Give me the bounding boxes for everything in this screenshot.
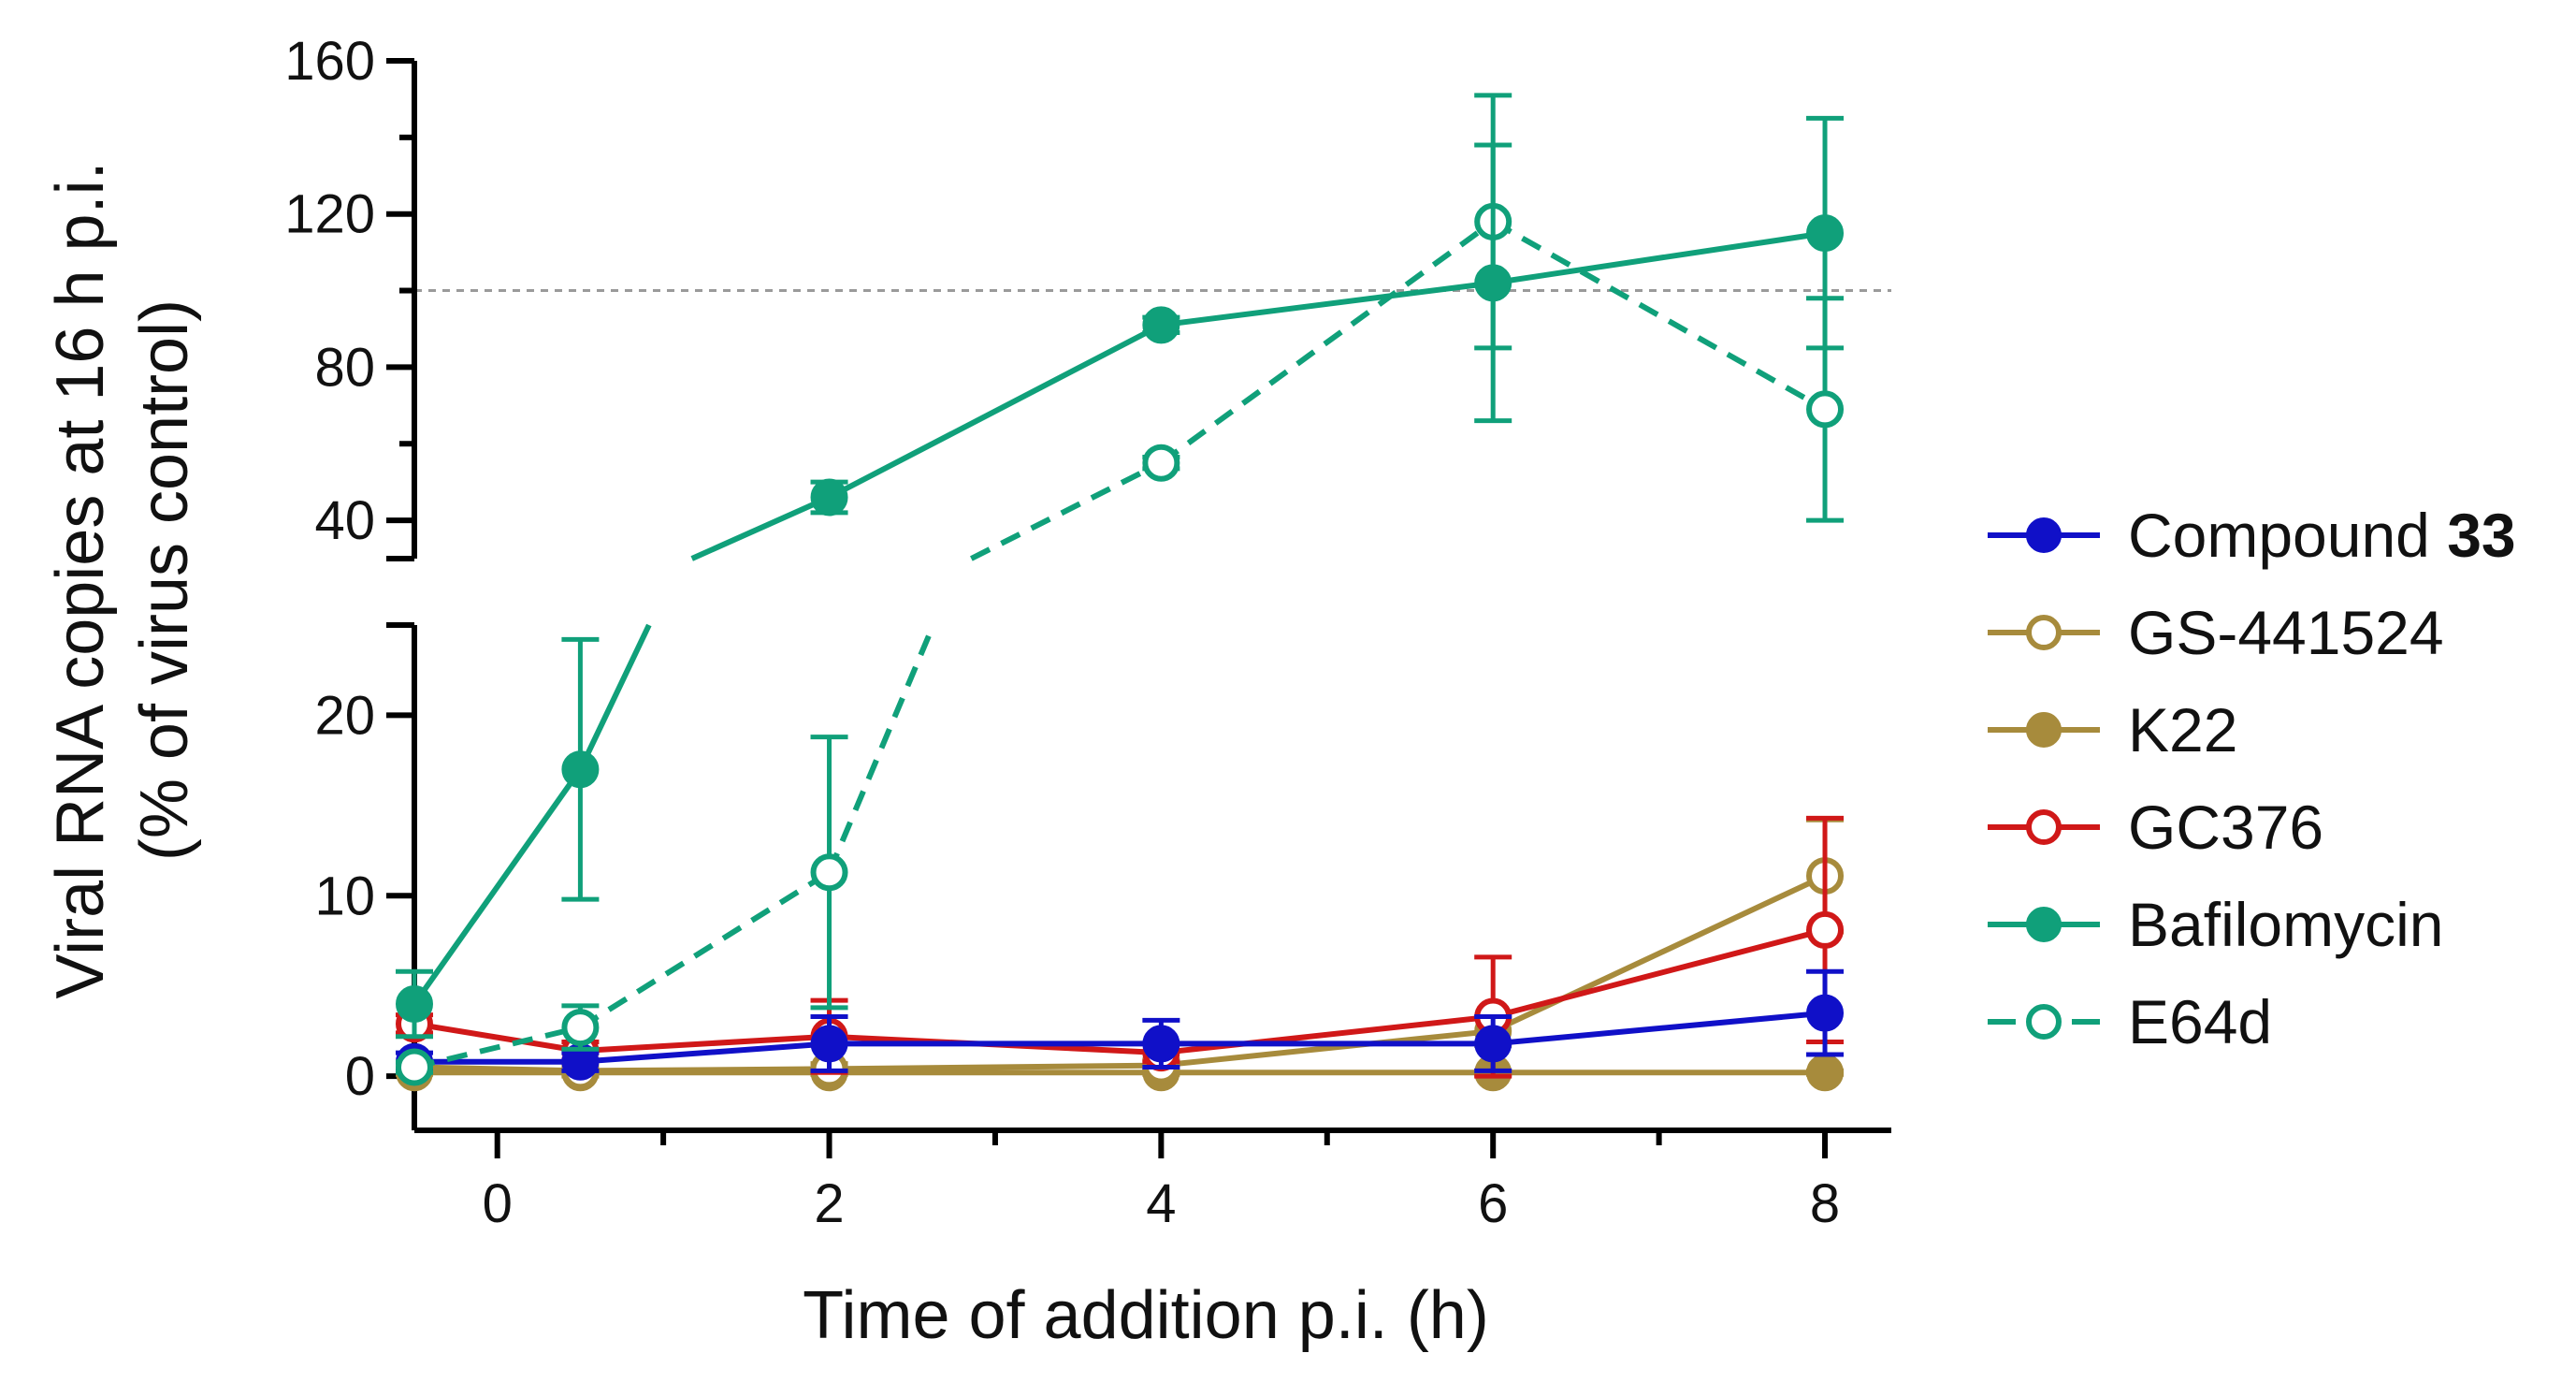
legend-item-bafilomycin: Bafilomycin — [1988, 890, 2443, 959]
legend-label-bold: 33 — [2430, 501, 2516, 570]
x-tick-label: 6 — [1478, 1173, 1508, 1234]
legend-item-e64d: E64d — [1988, 987, 2272, 1056]
legend-label-text: K22 — [2128, 695, 2237, 764]
data-point — [810, 853, 848, 892]
legend-marker — [2026, 517, 2062, 553]
series-line-segment — [690, 494, 831, 561]
legend-item-k22: K22 — [1988, 695, 2237, 764]
x-tick-label: 2 — [814, 1173, 844, 1234]
data-point — [810, 478, 848, 517]
legend-label: Compound 33 — [2128, 501, 2516, 570]
series-line-segment — [413, 1021, 581, 1055]
legend-marker — [2026, 907, 2062, 942]
y-tick-label: 10 — [314, 866, 375, 926]
series-e64d — [396, 93, 1845, 1086]
data-point — [1806, 214, 1845, 253]
legend-label-text: Bafilomycin — [2128, 890, 2443, 959]
series-line-segment — [1161, 1013, 1494, 1056]
data-point — [1806, 1054, 1845, 1092]
series-line-segment — [1491, 219, 1827, 413]
legend-marker — [2026, 1004, 2062, 1040]
data-point — [1142, 1025, 1180, 1063]
legend-label: GS-441524 — [2128, 598, 2444, 667]
legend-label-text: GS-441524 — [2128, 598, 2444, 667]
y-tick-label: 20 — [314, 685, 375, 746]
x-tick-label: 4 — [1146, 1173, 1176, 1234]
series-line-segment — [580, 1066, 830, 1074]
legend-item-gs-441524: GS-441524 — [1988, 598, 2444, 667]
data-point — [561, 750, 600, 789]
data-point — [1806, 994, 1845, 1032]
x-tick-label: 8 — [1810, 1173, 1840, 1234]
data-point — [1474, 264, 1512, 302]
data-point — [1142, 444, 1180, 482]
data-point — [1474, 1025, 1512, 1063]
series-bafilomycin — [396, 115, 1845, 1040]
legend-label: GC376 — [2128, 793, 2323, 862]
data-point — [561, 1009, 600, 1047]
legend-marker — [2026, 809, 2062, 845]
data-point — [396, 985, 433, 1023]
series-line-segment — [580, 1040, 830, 1065]
series-line-segment — [829, 1062, 1162, 1072]
y-tick-label: 80 — [314, 337, 375, 398]
data-point — [1142, 306, 1180, 344]
data-point — [810, 1025, 848, 1063]
legend-item-gc376: GC376 — [1988, 793, 2323, 862]
legend-marker — [2026, 712, 2062, 748]
data-point — [1806, 390, 1845, 429]
y-tick-label: 0 — [345, 1046, 375, 1107]
y-tick-label: 160 — [284, 31, 375, 92]
y-tick-label: 40 — [314, 490, 375, 551]
legend-label-text: E64d — [2128, 987, 2272, 1056]
series-line-segment — [1492, 230, 1826, 286]
legend-label: E64d — [2128, 987, 2272, 1056]
series-line-segment — [413, 1064, 581, 1074]
series-line-segment — [1492, 1010, 1826, 1047]
series-line-segment — [580, 1033, 830, 1055]
legend-item-compound-33: Compound 33 — [1988, 501, 2516, 570]
series-line-segment — [1492, 927, 1826, 1020]
series-line-segment — [1491, 873, 1827, 1034]
series-line-segment — [826, 623, 936, 874]
y-axis-title-line2: (% of virus control) — [127, 299, 202, 861]
series-line-segment — [578, 869, 832, 1030]
series-line-segment — [1159, 219, 1495, 466]
legend-marker — [2026, 615, 2062, 650]
legend-label: K22 — [2128, 695, 2237, 764]
y-axis-title-line1: Viral RNA copies at 16 h p.i. — [43, 161, 118, 998]
series-line-segment — [1161, 1027, 1494, 1069]
series-line-segment — [970, 460, 1163, 561]
series-line-segment — [1160, 280, 1494, 328]
series-line-segment — [828, 322, 1163, 501]
series-line-segment — [577, 623, 652, 771]
legend-label: Bafilomycin — [2128, 890, 2443, 959]
y-tick-label: 120 — [284, 184, 375, 245]
legend-label-text: GC376 — [2128, 793, 2323, 862]
legend: Compound 33 GS-441524 K22 GC376 Bafilomycin E… — [1988, 501, 2516, 1056]
data-point — [1806, 910, 1845, 949]
x-axis-title: Time of addition p.i. (h) — [803, 1278, 1489, 1353]
series-line-segment — [412, 767, 583, 1006]
series-gc376 — [396, 815, 1845, 1079]
x-tick-label: 0 — [483, 1173, 513, 1234]
data-point — [396, 1048, 433, 1086]
plot-area: 40 80 120 160 0 10 20 0 2 4 6 8 — [284, 31, 1891, 1234]
series-line-segment — [413, 1025, 582, 1070]
legend-label-text: Compound — [2128, 501, 2430, 570]
